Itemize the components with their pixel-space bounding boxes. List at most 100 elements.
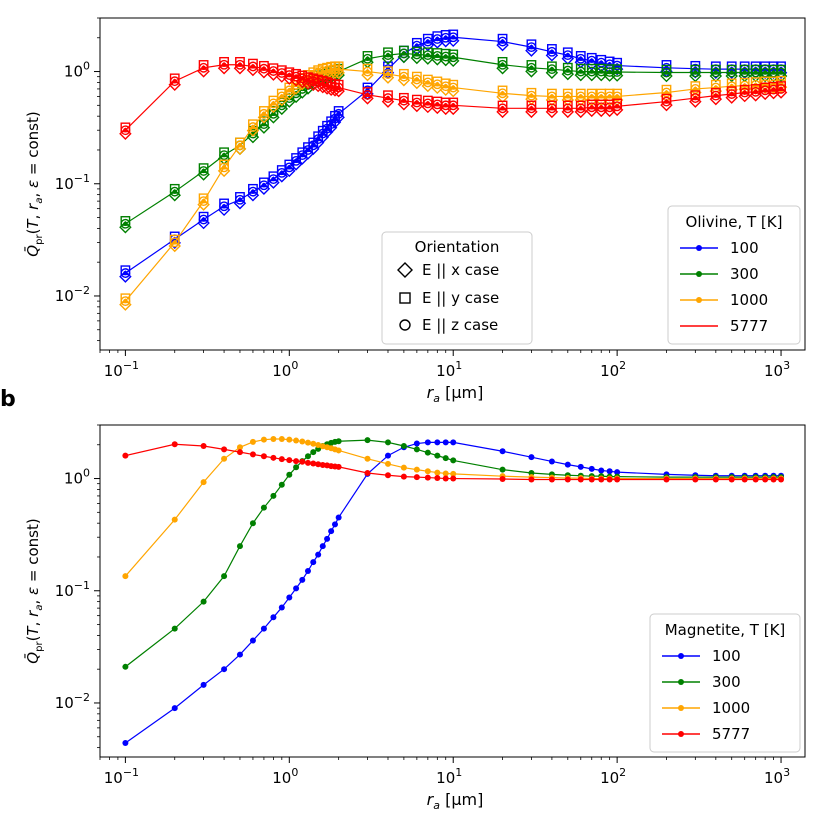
olivine-300-point bbox=[414, 52, 420, 57]
olivine-300-ring-marker bbox=[497, 59, 508, 70]
olivine-300-point bbox=[172, 189, 177, 194]
magnetite-100-point bbox=[384, 452, 391, 459]
legend-b-entry-5777: 5777 bbox=[712, 725, 750, 743]
magnetite-series-5777-line bbox=[125, 443, 782, 481]
olivine-300-ring-marker bbox=[398, 48, 409, 59]
olivine-5777-point bbox=[287, 72, 292, 78]
magnetite-series-300-line bbox=[125, 439, 782, 668]
olivine-100-ring-marker bbox=[562, 50, 573, 61]
magnetite-1000-point bbox=[122, 573, 129, 580]
olivine-100-ring-marker bbox=[235, 194, 245, 205]
olivine-5777-point bbox=[549, 106, 555, 111]
legend-b-box bbox=[649, 613, 801, 753]
olivine-5777-point bbox=[771, 87, 776, 92]
olivine-5777-ring-marker bbox=[383, 93, 393, 103]
olivine-100-point bbox=[315, 136, 321, 142]
legend-a-dot-1000 bbox=[696, 297, 702, 303]
magnetite-5777-point bbox=[741, 476, 748, 483]
olivine-1000-point bbox=[435, 82, 440, 87]
magnetite-5777-point bbox=[614, 476, 621, 483]
legend-a-entry-100: 100 bbox=[730, 239, 759, 257]
olivine-300-ring-marker bbox=[440, 51, 451, 62]
magnetite-100-point bbox=[450, 439, 457, 446]
olivine-series-5777-line bbox=[124, 64, 782, 131]
olivine-1000-ring-marker bbox=[411, 74, 422, 85]
panel-b-xtick-label: 103 bbox=[764, 766, 790, 787]
magnetite-1000-point bbox=[335, 447, 342, 454]
magnetite-5777-point bbox=[598, 476, 605, 483]
magnetite-100-point bbox=[293, 585, 300, 592]
olivine-300-point bbox=[221, 152, 227, 158]
magnetite-300-point bbox=[260, 504, 267, 511]
orientation-entry-z: E || z case bbox=[422, 316, 498, 334]
magnetite-5777-point bbox=[778, 476, 785, 483]
olivine-300-ring-marker bbox=[411, 49, 422, 60]
magnetite-300-point bbox=[335, 438, 342, 445]
olivine-300-point bbox=[451, 55, 456, 60]
olivine-5777-ring-marker bbox=[362, 89, 373, 100]
olivine-300-point bbox=[614, 69, 620, 75]
olivine-5777-ring-marker bbox=[776, 84, 786, 94]
olivine-5777-point bbox=[172, 79, 177, 84]
magnetite-5777-point bbox=[577, 476, 584, 483]
olivine-100-point bbox=[599, 60, 604, 65]
olivine-1000-point bbox=[365, 69, 370, 74]
olivine-5777-ring-marker bbox=[562, 103, 573, 114]
olivine-5777-point bbox=[336, 85, 341, 90]
olivine-5777-point bbox=[401, 98, 407, 103]
magnetite-100-point bbox=[424, 439, 431, 446]
olivine-100-ring-marker bbox=[440, 32, 451, 43]
magnetite-300-point bbox=[122, 663, 129, 670]
olivine-1000-point bbox=[320, 69, 325, 74]
olivine-1000-ring-marker bbox=[248, 122, 258, 132]
square-marker-icon bbox=[399, 292, 411, 304]
olivine-1000-ring-marker bbox=[383, 69, 393, 79]
olivine-5777-point bbox=[729, 91, 734, 97]
olivine-300-point bbox=[771, 70, 776, 75]
magnetite-300-point bbox=[400, 442, 407, 449]
olivine-1000-ring-marker bbox=[235, 140, 245, 151]
magnetite-5777-point bbox=[221, 446, 228, 453]
olivine-1000-point bbox=[328, 67, 334, 72]
olivine-1000-point bbox=[451, 85, 456, 90]
olivine-100-ring-marker bbox=[422, 36, 433, 47]
olivine-100-point bbox=[279, 170, 285, 176]
olivine-1000-point bbox=[529, 93, 534, 98]
magnetite-100-point bbox=[171, 705, 178, 712]
olivine-5777-point bbox=[201, 65, 206, 70]
magnetite-series-1000-line bbox=[124, 438, 782, 577]
magnetite-1000-point bbox=[310, 440, 317, 447]
olivine-1000-ring-marker bbox=[284, 85, 295, 96]
olivine-1000-point bbox=[664, 90, 669, 95]
olivine-1000-point bbox=[693, 86, 698, 92]
olivine-5777-ring-marker bbox=[291, 71, 301, 82]
magnetite-5777-point bbox=[712, 476, 719, 483]
olivine-100-ring-marker bbox=[291, 155, 301, 166]
magnetite-300-point bbox=[413, 446, 420, 453]
panel-a: 10−1 100 101 102 103 10−2 10−1 100 ra [μm] Q̄pr… bbox=[23, 17, 806, 405]
olivine-100-point bbox=[287, 165, 292, 170]
olivine-300-point bbox=[365, 56, 370, 61]
panel-a-xtick-label: 101 bbox=[436, 359, 462, 380]
olivine-5777-point bbox=[713, 93, 719, 98]
olivine-300-point bbox=[693, 70, 698, 75]
magnetite-300-point bbox=[249, 520, 256, 527]
olivine-100-point bbox=[443, 35, 448, 40]
olivine-100-ring-marker bbox=[284, 162, 295, 173]
magnetite-100-point bbox=[299, 576, 306, 583]
magnetite-5777-point bbox=[434, 475, 441, 482]
magnetite-300-point bbox=[434, 452, 441, 459]
olivine-5777-point bbox=[237, 62, 243, 67]
panel-b-xtick-label: 100 bbox=[272, 766, 298, 787]
magnetite-100-point bbox=[614, 469, 621, 476]
olivine-1000-ring-marker bbox=[169, 237, 180, 248]
magnetite-300-point bbox=[278, 481, 285, 488]
olivine-1000-point bbox=[324, 68, 330, 73]
legend-b-entry-100: 100 bbox=[712, 647, 741, 665]
magnetite-300-point bbox=[499, 466, 506, 473]
magnetite-1000-point bbox=[260, 436, 267, 443]
magnetite-100-point bbox=[588, 465, 595, 472]
olivine-5777-point bbox=[753, 89, 758, 94]
magnetite-5777-point bbox=[413, 474, 420, 481]
olivine-5777-point bbox=[599, 105, 604, 110]
